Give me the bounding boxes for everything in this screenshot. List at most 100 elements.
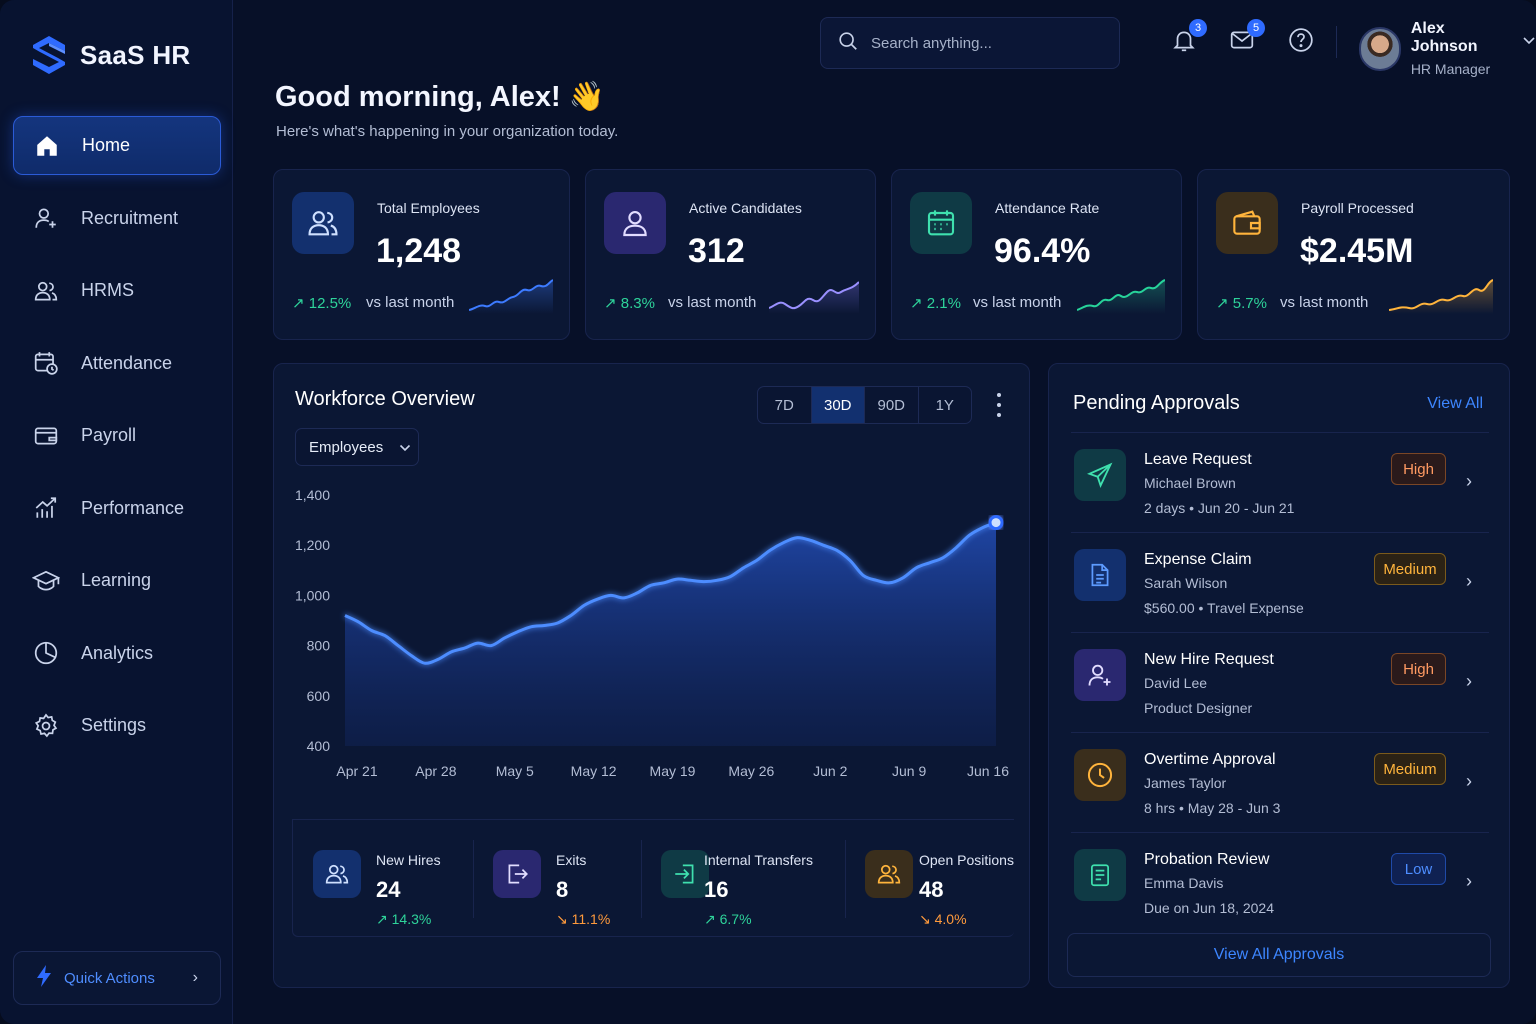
chevron-right-icon[interactable]: › [1466, 871, 1472, 891]
nav-item-analytics[interactable]: Analytics [13, 624, 221, 683]
approval-item-overtime-approval[interactable]: Overtime Approval James Taylor 8 hrs • M… [1071, 732, 1489, 832]
stat-delta: ↗ 12.5% [292, 295, 352, 312]
summary-exits[interactable]: Exits 8 ↘ 11.1% [473, 820, 641, 938]
summary-delta: ↗ 14.3% [376, 911, 432, 927]
nav-label: Settings [81, 715, 147, 735]
priority-badge: Low [1391, 853, 1446, 885]
summary-new-hires[interactable]: New Hires 24 ↗ 14.3% [293, 820, 473, 938]
quick-actions-button[interactable]: Quick Actions › [13, 951, 221, 1005]
chevron-right-icon[interactable]: › [1466, 571, 1472, 591]
summary-delta: ↗ 6.7% [704, 911, 752, 927]
nav-label: Home [82, 135, 131, 155]
summary-label: Open Positions [919, 852, 1014, 868]
y-tick-label: 600 [307, 688, 331, 704]
pie-chart-icon [31, 638, 61, 668]
chevron-right-icon[interactable]: › [1466, 671, 1472, 691]
approval-meta: Due on Jun 18, 2024 [1144, 900, 1274, 916]
priority-badge: High [1391, 453, 1446, 485]
mail-icon [1229, 27, 1255, 58]
nav-label: Recruitment [81, 207, 179, 228]
summary-delta: ↘ 4.0% [919, 911, 967, 927]
x-tick-label: Jun 16 [967, 763, 1009, 779]
help-button[interactable] [1286, 27, 1316, 57]
approval-item-expense-claim[interactable]: Expense Claim Sarah Wilson $560.00 • Tra… [1071, 532, 1489, 632]
chevron-right-icon[interactable]: › [1466, 471, 1472, 491]
stat-label: Payroll Processed [1301, 200, 1414, 216]
nav-item-home[interactable]: Home [13, 116, 221, 175]
stat-delta: ↗ 8.3% [604, 295, 655, 312]
range-selector: 7D 30D 90D 1Y [757, 386, 972, 424]
nav-item-payroll[interactable]: Payroll [13, 406, 221, 465]
summary-label: Internal Transfers [704, 852, 813, 868]
range-1y[interactable]: 1Y [935, 396, 954, 414]
user-name: Alex Johnson [1410, 20, 1478, 55]
summary-value: 8 [556, 877, 569, 902]
summary-delta: ↘ 11.1% [556, 911, 611, 927]
workforce-title: Workforce Overview [295, 388, 475, 410]
messages-button[interactable]: 5 [1227, 19, 1265, 58]
stat-card-payroll-processed[interactable]: Payroll Processed $2.45M ↗ 5.7% vs last … [1197, 169, 1510, 340]
view-all-link[interactable]: View All [1427, 395, 1483, 412]
nav-item-recruitment[interactable]: Recruitment [13, 189, 221, 248]
nav-item-hrms[interactable]: HRMS [13, 261, 221, 320]
approval-item-new-hire-request[interactable]: New Hire Request David Lee Product Desig… [1071, 632, 1489, 732]
brand[interactable]: SaaS HR [30, 34, 190, 76]
user-menu[interactable]: Alex Johnson HR Manager [1359, 20, 1536, 77]
metric-select[interactable]: Employees [295, 428, 419, 466]
summary-internal-transfers[interactable]: Internal Transfers 16 ↗ 6.7% [641, 820, 845, 938]
sidebar: SaaS HR Home Recruitment HRMS [0, 0, 233, 1024]
chevron-right-icon[interactable]: › [1466, 771, 1472, 791]
y-tick-label: 1,400 [295, 487, 330, 503]
search-input[interactable] [871, 34, 1101, 52]
summary-value: 24 [376, 877, 401, 902]
workforce-chart: 1,400 1,200 1,000 800 600 400 Apr 21 Apr 28 May… [295, 487, 1009, 779]
view-all-approvals-button[interactable]: View All Approvals [1067, 933, 1491, 977]
nav-item-settings[interactable]: Settings [13, 696, 221, 755]
search-icon [837, 30, 859, 57]
brand-name: SaaS HR [80, 39, 191, 70]
summary-value: 48 [919, 877, 944, 902]
pending-approvals-card: Pending Approvals View All Leave Request… [1048, 363, 1510, 988]
approval-requester: Sarah Wilson [1144, 575, 1228, 591]
stat-card-attendance-rate[interactable]: Attendance Rate 96.4% ↗ 2.1% vs last mon… [891, 169, 1182, 340]
x-tick-label: Jun 9 [892, 763, 926, 779]
approval-meta: Product Designer [1144, 700, 1253, 716]
y-axis: 1,400 1,200 1,000 800 600 400 [295, 487, 330, 754]
summary-open-positions[interactable]: Open Positions 48 ↘ 4.0% [845, 820, 1015, 938]
approval-item-probation-review[interactable]: Probation Review Emma Davis Due on Jun 1… [1071, 832, 1489, 932]
user-icon [604, 192, 666, 254]
stat-card-total-employees[interactable]: Total Employees 1,248 ↗ 12.5% vs last mo… [273, 169, 570, 340]
x-tick-label: Jun 2 [813, 763, 847, 779]
divider [845, 840, 846, 918]
nav-item-performance[interactable]: Performance [13, 479, 221, 538]
nav-item-attendance[interactable]: Attendance [13, 334, 221, 393]
bell-icon [1171, 27, 1197, 58]
help-icon [1288, 27, 1314, 58]
divider [473, 840, 474, 918]
range-30d[interactable]: 30D [811, 387, 865, 423]
nav-label: Analytics [81, 642, 154, 663]
workforce-summary: New Hires 24 ↗ 14.3% Exits 8 ↘ 11.1% Int… [292, 819, 1014, 937]
notifications-button[interactable]: 3 [1169, 19, 1207, 58]
range-7d[interactable]: 7D [758, 387, 812, 423]
y-tick-label: 400 [307, 738, 331, 754]
header-divider [1336, 26, 1337, 58]
range-90d[interactable]: 90D [865, 387, 919, 423]
nav-label: Learning [81, 570, 152, 590]
plane-icon [1074, 449, 1126, 501]
approval-requester: Michael Brown [1144, 475, 1236, 491]
chevron-down-icon [1522, 33, 1536, 51]
more-options-icon[interactable] [993, 390, 1005, 420]
sparkline [1389, 279, 1493, 314]
search-box[interactable] [820, 17, 1120, 69]
x-tick-label: May 12 [571, 763, 617, 779]
approval-item-leave-request[interactable]: Leave Request Michael Brown 2 days • Jun… [1071, 432, 1489, 532]
data-point[interactable] [988, 515, 1004, 531]
stat-card-active-candidates[interactable]: Active Candidates 312 ↗ 8.3% vs last mon… [585, 169, 876, 340]
users-icon [31, 276, 61, 306]
approval-requester: Emma Davis [1144, 875, 1224, 891]
workforce-overview-card: Workforce Overview 7D 30D 90D 1Y Employe… [273, 363, 1030, 988]
nav-item-learning[interactable]: Learning [13, 551, 221, 610]
stat-value: 96.4% [994, 232, 1091, 270]
x-tick-label: May 19 [650, 763, 696, 779]
